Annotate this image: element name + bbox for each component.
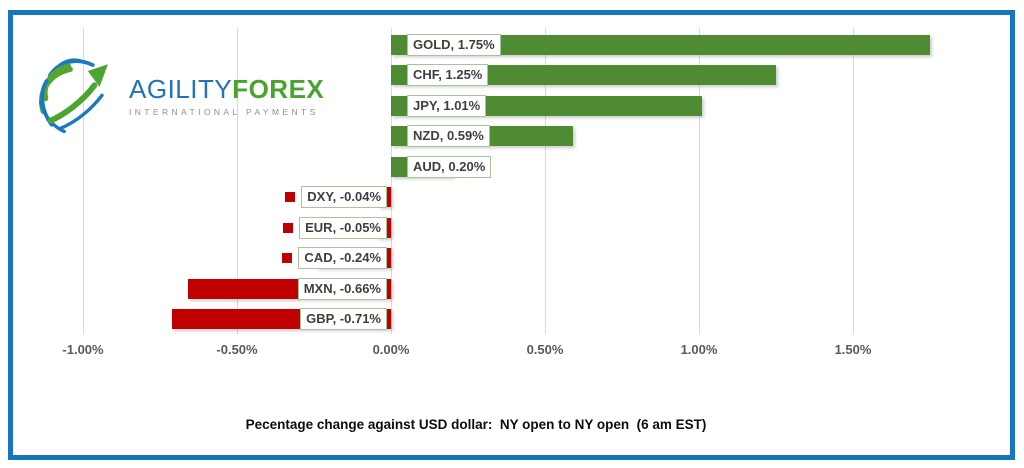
arrowhead [87, 64, 108, 87]
bar-GOLD [391, 35, 930, 55]
legend-key-square-DXY [285, 192, 295, 203]
brand-forex: FOREX [232, 73, 325, 104]
agilityforex-logo: AGILITYFOREX INTERNATIONAL PAYMENTS [34, 52, 324, 142]
x-tick--1.00%: -1.00% [62, 342, 104, 357]
legend-key-square-EUR [283, 222, 293, 233]
bar-label-JPY: JPY, 1.01% [407, 94, 487, 117]
gridline--0.50% [237, 28, 238, 334]
gridline--1.00% [83, 28, 84, 334]
bar-label-AUD: AUD, 0.20% [407, 155, 492, 178]
gridline-0.00% [391, 28, 392, 334]
x-tick-0.50%: 0.50% [526, 342, 564, 357]
bar-label-MXN: MXN, -0.66% [297, 277, 387, 300]
x-tick--0.50%: -0.50% [216, 342, 258, 357]
chart-title: Pecentage change against USD dollar: NY … [245, 417, 707, 432]
x-tick-1.00%: 1.00% [680, 342, 718, 357]
gridline-0.50% [545, 28, 546, 334]
bar-label-DXY: DXY, -0.04% [301, 186, 387, 209]
bar-label-GBP: GBP, -0.71% [300, 308, 387, 331]
x-tick-1.50%: 1.50% [834, 342, 872, 357]
bar-label-GOLD: GOLD, 1.75% [407, 34, 501, 56]
logo-text: AGILITYFOREX INTERNATIONAL PAYMENTS [129, 76, 324, 117]
gridline-1.50% [853, 28, 854, 334]
x-tick-0.00%: 0.00% [372, 342, 410, 357]
globe-arrow-icon [39, 58, 108, 134]
gridline-1.00% [699, 28, 700, 334]
bar-label-CHF: CHF, 1.25% [407, 64, 489, 87]
brand-name: AGILITYFOREX [129, 76, 324, 102]
legend-key-square-CAD [282, 253, 292, 264]
bar-label-NZD: NZD, 0.59% [407, 125, 490, 148]
brand-tagline: INTERNATIONAL PAYMENTS [129, 106, 319, 117]
bar-label-CAD: CAD, -0.24% [298, 247, 387, 270]
brand-agility: AGILITY [129, 73, 233, 104]
bar-label-EUR: EUR, -0.05% [299, 216, 387, 239]
